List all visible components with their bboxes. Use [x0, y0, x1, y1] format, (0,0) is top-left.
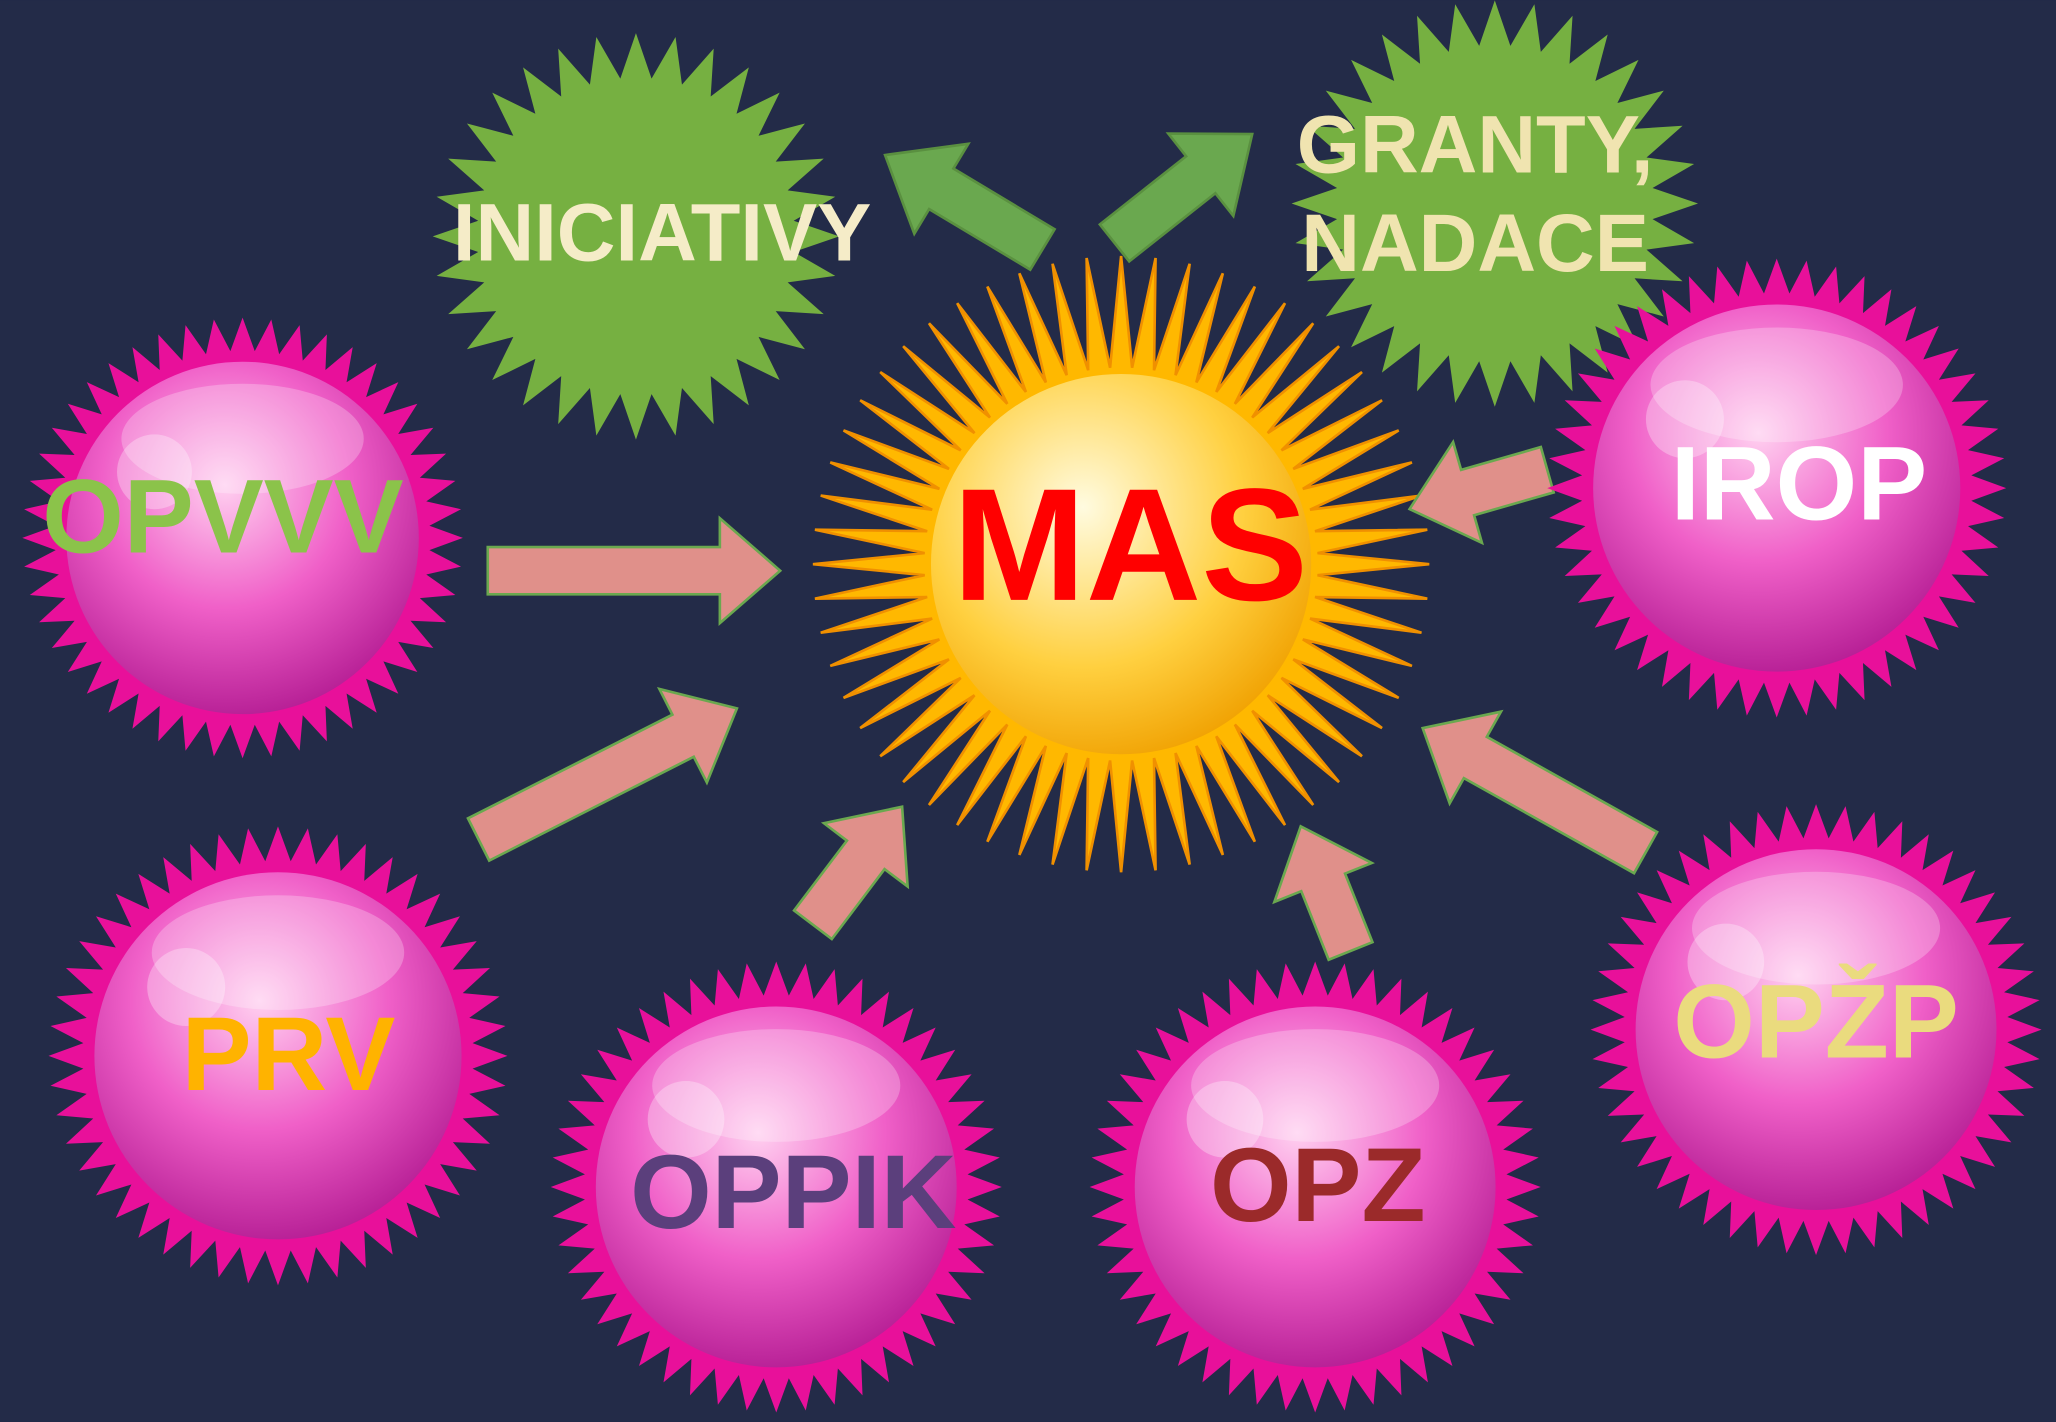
source-label: OPPIK [630, 1134, 956, 1251]
source-label: OPVVV [42, 459, 403, 576]
diagram: OPVVV PRV OPPIK OPZ OPŽP IROP INICIATIVY GRANTY… [0, 0, 2056, 1422]
source-label: OPZ [1210, 1127, 1426, 1244]
output-label: NADACE [1301, 198, 1649, 289]
center-label: MAS [953, 455, 1308, 634]
source-label: OPŽP [1673, 962, 1959, 1080]
source-label: PRV [182, 996, 396, 1113]
source-label: IROP [1671, 426, 1927, 543]
output-label: INICIATIVY [453, 187, 871, 278]
output-label: GRANTY, [1297, 100, 1654, 191]
